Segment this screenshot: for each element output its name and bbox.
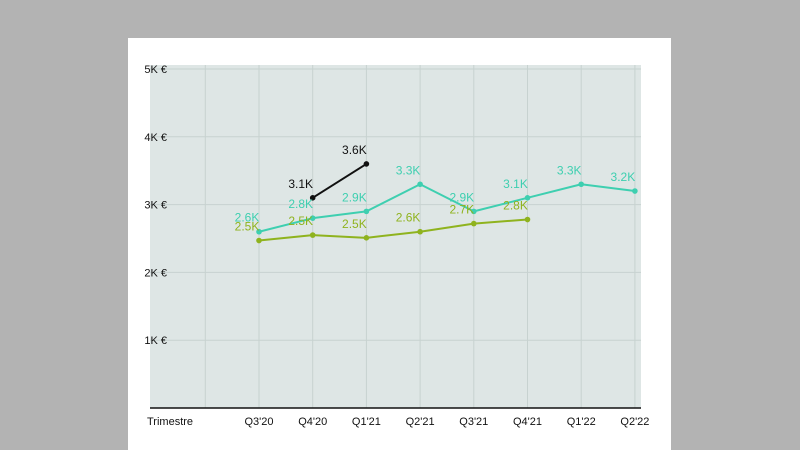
data-label: 2.5K: [342, 217, 367, 231]
y-tick-label: 2K €: [144, 267, 167, 279]
data-point: [417, 228, 423, 235]
series-line: [258, 218, 528, 242]
data-label: 2.5K: [288, 214, 313, 228]
x-tick-label: Q1'21: [352, 416, 381, 428]
data-label: 3.1K: [288, 177, 313, 191]
y-tick-label: 1K €: [144, 335, 167, 347]
data-point: [256, 237, 262, 244]
y-tick-label: 3K €: [144, 200, 167, 212]
data-point: [363, 208, 370, 215]
data-label: 2.7K: [449, 203, 474, 217]
series-layer: [256, 161, 638, 244]
data-label: 3.3K: [396, 163, 421, 177]
data-label: 2.6K: [396, 211, 421, 225]
data-label: 2.8K: [503, 199, 528, 213]
y-tick-label: 5K €: [144, 64, 167, 76]
data-point: [363, 235, 370, 241]
x-tick-label: Q2'22: [620, 416, 649, 428]
data-point: [417, 181, 423, 188]
data-point: [309, 215, 316, 221]
data-label: 3.6K: [342, 143, 367, 157]
plot-area: [150, 65, 641, 408]
data-point: [578, 181, 584, 188]
x-tick-label: Q3'21: [459, 416, 488, 428]
x-tick-label: Q3'20: [244, 416, 273, 428]
data-label: 3.1K: [503, 177, 528, 191]
data-label: 2.8K: [288, 197, 313, 211]
series-line: [312, 163, 367, 199]
y-tick-label: 4K €: [144, 132, 167, 144]
x-tick-label: Q4'21: [513, 416, 542, 428]
data-point: [309, 232, 316, 238]
grid: [150, 65, 641, 408]
data-point: [524, 195, 531, 201]
data-point: [524, 216, 531, 223]
data-point: [632, 188, 638, 194]
data-point: [471, 220, 477, 227]
chart-card: 5K € 4K € 3K € 2K € 1K € Trimestre Q3'20 Q4'20 Q…: [128, 38, 671, 450]
data-point: [309, 195, 316, 201]
x-tick-label: Q1'22: [567, 416, 596, 428]
x-tick-label: Q4'20: [298, 416, 327, 428]
axes: 5K € 4K € 3K € 2K € 1K € Trimestre Q3'20 Q4'20 Q…: [144, 64, 649, 428]
series-line: [258, 183, 636, 233]
data-label: 2.6K: [235, 211, 260, 225]
data-label: 2.9K: [449, 190, 474, 204]
data-point: [471, 208, 477, 215]
data-point: [363, 161, 370, 167]
line-chart: 5K € 4K € 3K € 2K € 1K € Trimestre Q3'20 Q4'20 Q…: [144, 64, 649, 428]
data-labels: 2.6K 2.8K 2.9K 3.3K 2.9K 3.1K 3.3K 3.2K 2.5K 2.5K…: [235, 143, 636, 234]
x-axis-title: Trimestre: [147, 416, 193, 428]
data-point: [256, 228, 262, 235]
data-label: 3.3K: [557, 163, 582, 177]
x-tick-label: Q2'21: [406, 416, 435, 428]
data-label: 2.5K: [235, 220, 260, 234]
data-label: 2.9K: [342, 190, 367, 204]
data-label: 3.2K: [611, 170, 636, 184]
